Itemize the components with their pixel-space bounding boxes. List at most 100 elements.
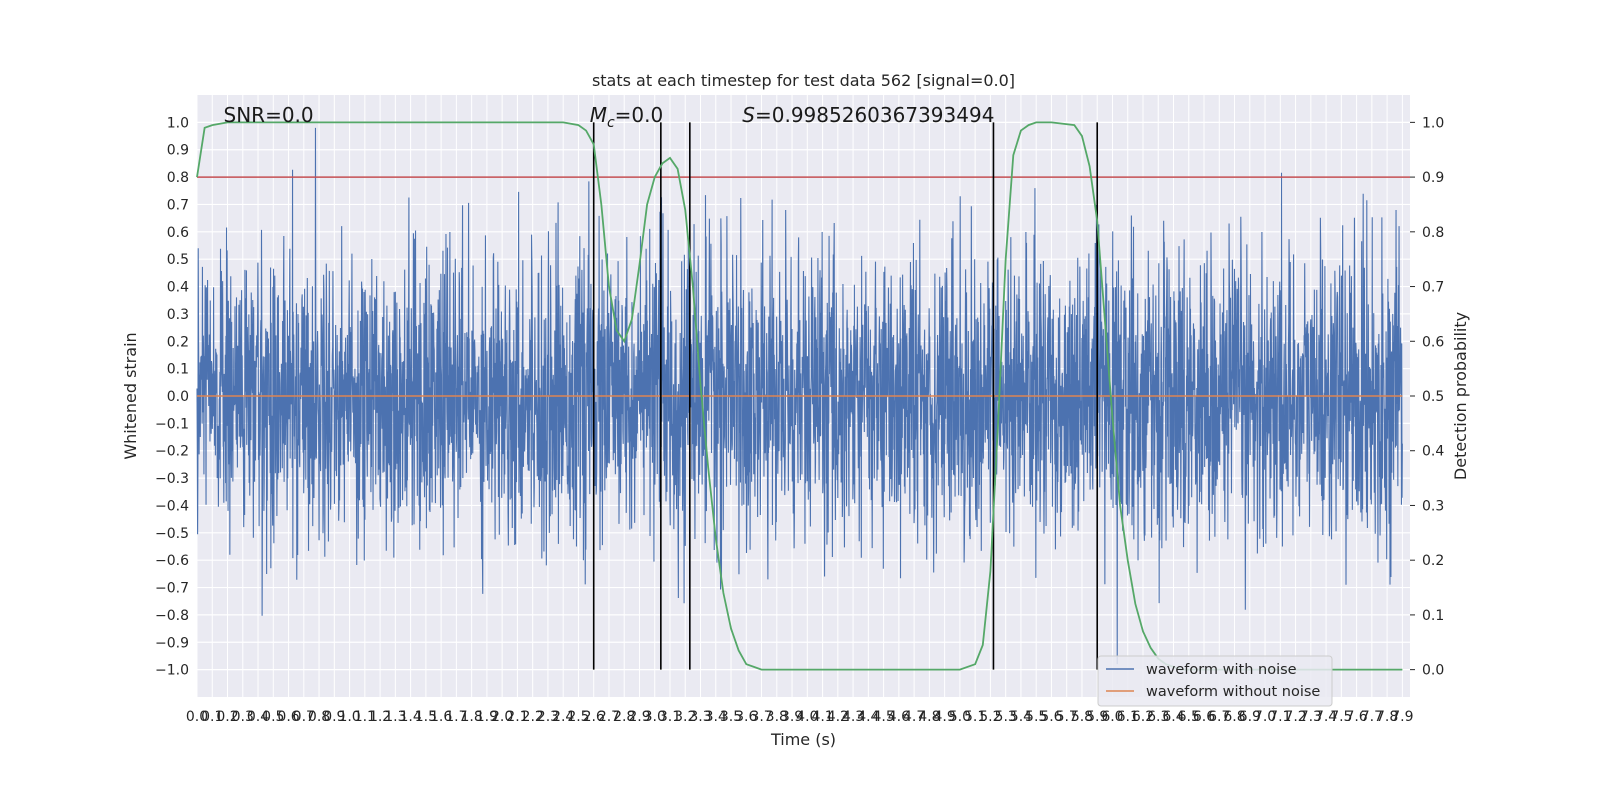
x-tick-label: 0.3 bbox=[232, 709, 254, 725]
y-tick-label: −0.5 bbox=[155, 526, 189, 542]
x-tick-label: 2.5 bbox=[567, 709, 589, 725]
noise-waveform-line bbox=[196, 127, 1403, 665]
x-tick-label: 4.6 bbox=[888, 709, 910, 725]
x-tick-label: 2.2 bbox=[522, 709, 544, 725]
y-tick-label: 0.1 bbox=[167, 362, 189, 378]
x-tick-label: 6.8 bbox=[1223, 709, 1245, 725]
x-tick-label: 1.9 bbox=[476, 709, 498, 725]
x-tick-label: 6.2 bbox=[1132, 709, 1154, 725]
y-tick-label: 0.3 bbox=[167, 307, 189, 323]
x-tick-label: 4.2 bbox=[827, 709, 849, 725]
x-tick-label: 0.1 bbox=[201, 709, 223, 725]
x-tick-label: 7.6 bbox=[1345, 709, 1367, 725]
legend-box bbox=[1097, 655, 1333, 707]
x-tick-label: 5.1 bbox=[964, 709, 986, 725]
y-tick-label: −0.6 bbox=[155, 553, 189, 569]
x-tick-label: 0.0 bbox=[186, 709, 208, 725]
y-ticks-left: −1.0 −0.9 −0.8 −0.7 −0.6 −0.5 −0.4 −0.3 −0.2 −0.1… bbox=[155, 115, 189, 678]
y-tick-label: 0.8 bbox=[167, 170, 189, 186]
x-tick-label: 6.9 bbox=[1239, 709, 1261, 725]
y-tick-label: 0.2 bbox=[167, 334, 189, 350]
x-tick-label: 6.6 bbox=[1193, 709, 1215, 725]
x-tick-label: 1.6 bbox=[430, 709, 452, 725]
x-tick-label: 4.1 bbox=[811, 709, 833, 725]
y2-tick-label: 0.2 bbox=[1422, 553, 1444, 569]
y2-tick-label: 0.4 bbox=[1422, 444, 1444, 460]
x-tick-label: 7.8 bbox=[1376, 709, 1398, 725]
x-tick-label: 4.7 bbox=[903, 709, 925, 725]
x-tick-label: 1.2 bbox=[369, 709, 391, 725]
x-tick-label: 0.2 bbox=[216, 709, 238, 725]
x-tick-label: 4.5 bbox=[872, 709, 894, 725]
y2-tick-label: 0.3 bbox=[1422, 498, 1444, 514]
annotation: Mc=0.0 bbox=[590, 103, 664, 131]
y-tick-label: −0.9 bbox=[155, 635, 189, 651]
annotation: S=0.9985260367393494 bbox=[742, 103, 994, 127]
series-detection-probability bbox=[196, 121, 1403, 671]
x-tick-label: 7.1 bbox=[1269, 709, 1291, 725]
x-tick-label: 1.8 bbox=[461, 709, 483, 725]
x-tick-label: 4.3 bbox=[842, 709, 864, 725]
x-tick-label: 1.1 bbox=[354, 709, 376, 725]
x-tick-label: 2.3 bbox=[537, 709, 559, 725]
x-tick-label: 1.4 bbox=[399, 709, 421, 725]
y-tick-label: 0.9 bbox=[167, 143, 189, 159]
x-tick-label: 7.3 bbox=[1300, 709, 1322, 725]
x-tick-label: 6.0 bbox=[1101, 709, 1123, 725]
x-tick-label: 3.5 bbox=[720, 709, 742, 725]
y-tick-label: 0.5 bbox=[167, 252, 189, 268]
x-tick-label: 6.3 bbox=[1147, 709, 1169, 725]
x-tick-label: 3.4 bbox=[705, 709, 727, 725]
x-tick-label: 1.0 bbox=[338, 709, 360, 725]
y-ticks-right: 0.0 0.1 0.2 0.3 0.4 0.5 0.6 0.7 0.8 0.9 1.0 bbox=[1410, 115, 1444, 679]
x-tick-label: 0.4 bbox=[247, 709, 269, 725]
x-tick-label: 1.3 bbox=[384, 709, 406, 725]
x-tick-label: 5.5 bbox=[1025, 709, 1047, 725]
y2-tick-label: 0.6 bbox=[1422, 334, 1444, 350]
y-tick-label: 0.4 bbox=[167, 280, 189, 296]
x-tick-label: 7.2 bbox=[1284, 709, 1306, 725]
y-tick-label: −0.1 bbox=[155, 416, 189, 432]
x-tick-label: 6.7 bbox=[1208, 709, 1230, 725]
x-tick-label: 5.2 bbox=[979, 709, 1001, 725]
x-tick-label: 7.5 bbox=[1330, 709, 1352, 725]
x-tick-label: 3.2 bbox=[674, 709, 696, 725]
y2-tick-label: 0.8 bbox=[1422, 225, 1444, 241]
x-tick-label: 4.4 bbox=[857, 709, 879, 725]
y-tick-label: −0.2 bbox=[155, 444, 189, 460]
x-ticks: 0.00.10.20.30.40.50.60.70.80.91.01.11.21… bbox=[186, 709, 1414, 725]
x-tick-label: 6.5 bbox=[1178, 709, 1200, 725]
x-tick-label: 5.6 bbox=[1040, 709, 1062, 725]
y2-tick-label: 1.0 bbox=[1422, 115, 1444, 131]
x-tick-label: 7.9 bbox=[1391, 709, 1413, 725]
event-lines bbox=[592, 122, 1099, 670]
x-tick-label: 3.1 bbox=[659, 709, 681, 725]
x-tick-label: 5.4 bbox=[1010, 709, 1032, 725]
y-tick-label: 0.6 bbox=[167, 225, 189, 241]
legend-label-waveform-without-noise: waveform without noise bbox=[1146, 684, 1320, 700]
x-tick-label: 2.0 bbox=[491, 709, 513, 725]
y-tick-label: 0.0 bbox=[167, 389, 189, 405]
x-tick-label: 2.7 bbox=[598, 709, 620, 725]
x-tick-label: 7.0 bbox=[1254, 709, 1276, 725]
x-tick-label: 2.9 bbox=[628, 709, 650, 725]
legend-label-waveform-with-noise: waveform with noise bbox=[1146, 662, 1297, 678]
x-tick-label: 5.7 bbox=[1056, 709, 1078, 725]
annotation: SNR=0.0 bbox=[224, 103, 314, 127]
x-tick-label: 5.3 bbox=[995, 709, 1017, 725]
y-tick-label: −0.3 bbox=[155, 471, 189, 487]
y-tick-label: −0.8 bbox=[155, 608, 189, 624]
x-tick-label: 5.0 bbox=[949, 709, 971, 725]
x-tick-label: 6.1 bbox=[1117, 709, 1139, 725]
x-tick-label: 0.7 bbox=[293, 709, 315, 725]
x-tick-label: 3.3 bbox=[689, 709, 711, 725]
x-tick-label: 0.9 bbox=[323, 709, 345, 725]
probability-line bbox=[196, 121, 1403, 671]
x-tick-label: 7.4 bbox=[1315, 709, 1337, 725]
y2-tick-label: 0.1 bbox=[1422, 608, 1444, 624]
x-tick-label: 4.9 bbox=[934, 709, 956, 725]
x-axis-label: Time (s) bbox=[770, 730, 836, 749]
chart-title: stats at each timestep for test data 562… bbox=[592, 71, 1015, 90]
y-tick-label: 0.7 bbox=[167, 197, 189, 213]
y2-tick-label: 0.7 bbox=[1422, 280, 1444, 296]
